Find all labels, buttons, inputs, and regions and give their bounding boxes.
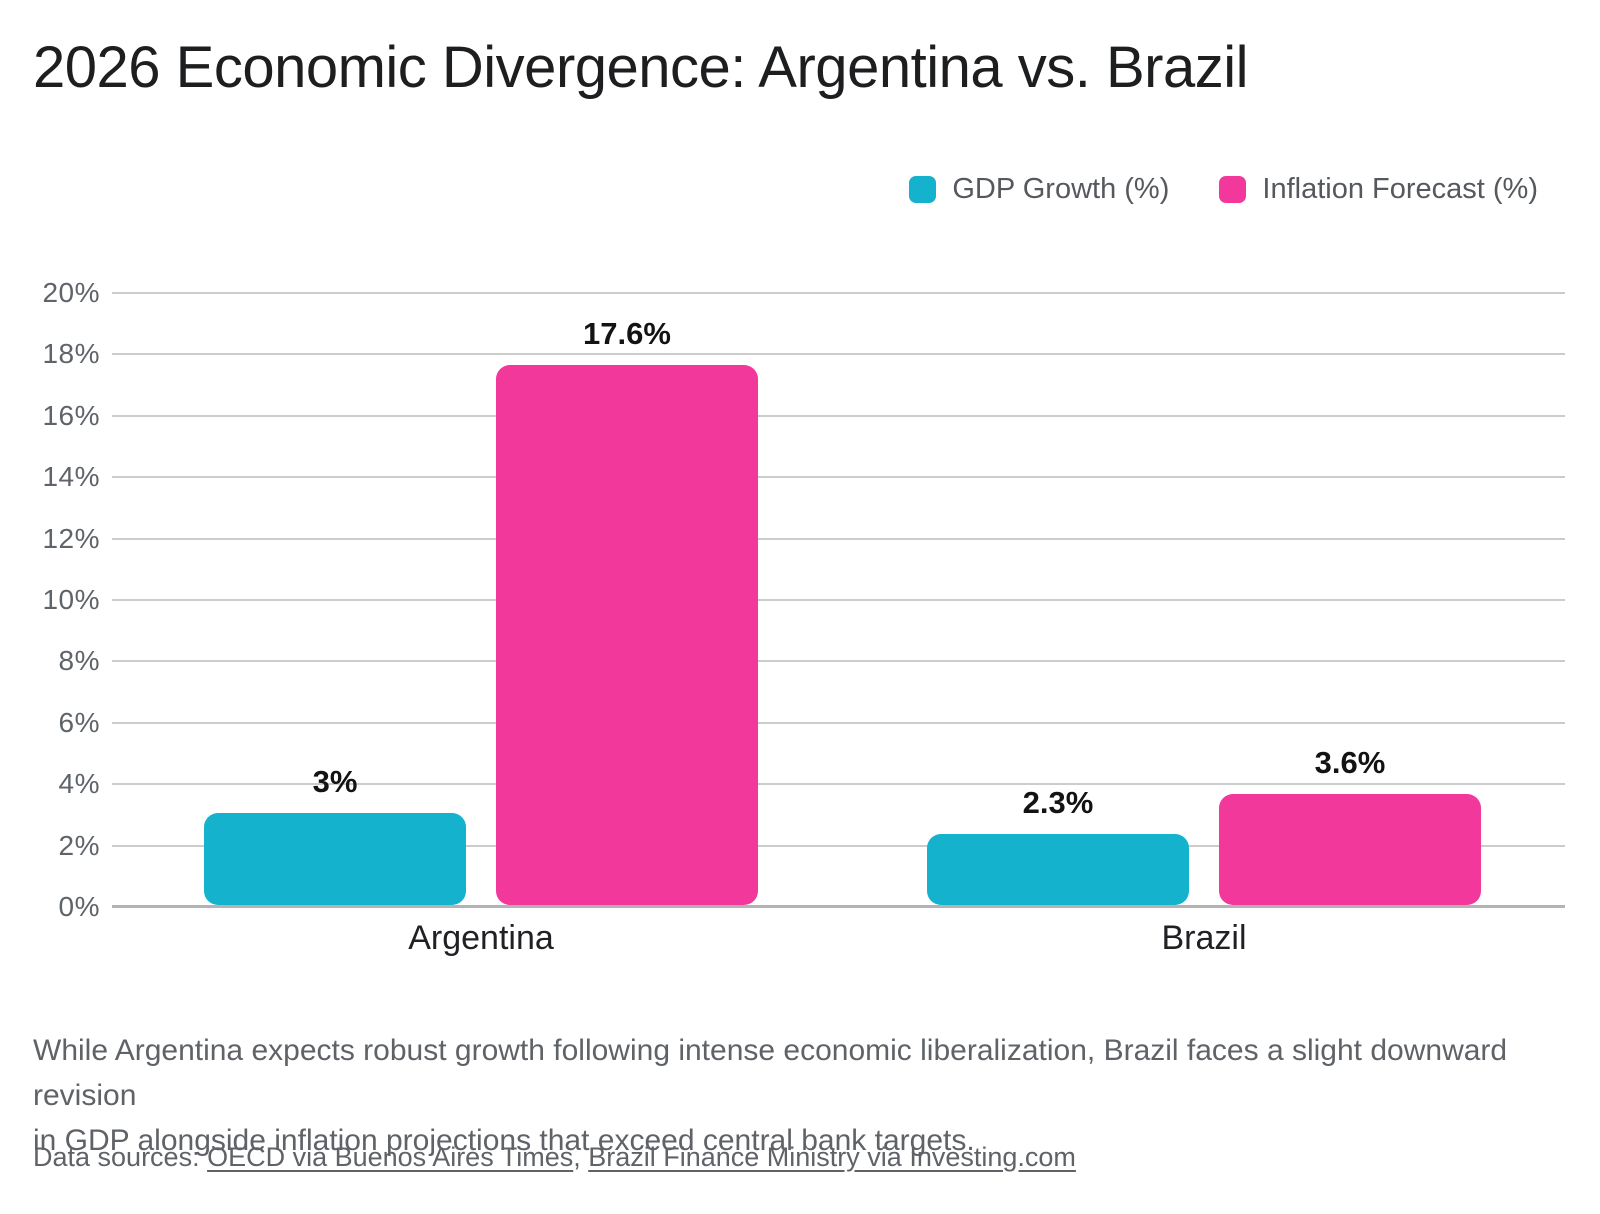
bar-value-label-inflation-forecast-argentina: 17.6%: [583, 315, 671, 351]
bar-value-label-gdp-growth-argentina: 3%: [312, 763, 358, 799]
y-axis-tick-label: 0%: [58, 891, 100, 922]
y-axis-tick-label: 20%: [42, 277, 100, 308]
bar-value-label-gdp-growth-brazil: 2.3%: [1022, 785, 1094, 821]
source-link-oecd-buenos-aires-times[interactable]: OECD via Buenos Aires Times: [207, 1142, 574, 1172]
description-line-2: in GDP alongside inflation projections t…: [33, 1124, 975, 1157]
y-axis-tick-label: 14%: [42, 461, 100, 493]
legend-label-inflation-forecast: Inflation Forecast (%): [1262, 173, 1538, 205]
gridline: [112, 292, 1565, 294]
legend-swatch-gdp-growth-icon: [909, 176, 937, 203]
y-axis-tick-label: 18%: [42, 338, 100, 370]
gridline: [112, 537, 1565, 540]
y-axis-tick-label: 12%: [42, 522, 100, 554]
bar-gdp-growth-argentina: [204, 812, 466, 905]
gridline: [112, 599, 1565, 601]
data-sources: Data sources: OECD via Buenos Aires Time…: [33, 1142, 1076, 1173]
gridline: [112, 783, 1565, 786]
gridline: [112, 844, 1565, 847]
y-axis-tick-label: 10%: [42, 584, 100, 615]
chart-title: 2026 Economic Divergence: Argentina vs. …: [33, 35, 1248, 100]
y-axis-tick-label: 4%: [58, 768, 100, 800]
bar-gdp-growth-brazil: [927, 834, 1189, 905]
legend-label-gdp-growth: GDP Growth (%): [952, 173, 1170, 205]
category-label-argentina: Argentina: [408, 919, 554, 957]
bar-inflation-forecast-brazil: [1219, 794, 1481, 905]
legend-item-gdp-growth: GDP Growth (%): [909, 173, 1169, 206]
y-axis-tick-label: 2%: [58, 829, 100, 861]
plot-area: 0% 2% 4% 6% 8% 10% 12% 14% 16% 18% 20% 3% 17.6% 2.3% 3…: [0, 279, 1600, 921]
gridline: [112, 353, 1565, 356]
description-line-1: While Argentina expects robust growth fo…: [33, 1034, 1508, 1112]
bar-value-label-inflation-forecast-brazil: 3.6%: [1314, 745, 1386, 781]
legend: GDP Growth (%) Inflation Forecast (%): [909, 173, 1538, 206]
chart-description: While Argentina expects robust growth fo…: [33, 1028, 1583, 1163]
gridline: [112, 660, 1565, 663]
gridline: [112, 414, 1565, 417]
bar-inflation-forecast-argentina: [496, 364, 758, 905]
y-axis-tick-label: 16%: [42, 399, 100, 431]
x-axis-line: [112, 905, 1565, 908]
gridline: [112, 476, 1565, 479]
y-axis-tick-label: 8%: [58, 645, 100, 677]
data-sources-prefix: Data sources:: [33, 1142, 208, 1172]
category-label-brazil: Brazil: [1161, 919, 1247, 957]
source-link-brazil-finance-ministry[interactable]: Brazil Finance Ministry via Investing.co…: [588, 1142, 1076, 1172]
y-axis-tick-label: 6%: [58, 706, 100, 738]
legend-swatch-inflation-forecast-icon: [1219, 176, 1247, 203]
gridline: [112, 721, 1565, 724]
data-sources-separator: ,: [573, 1142, 589, 1172]
legend-item-inflation-forecast: Inflation Forecast (%): [1219, 173, 1538, 206]
